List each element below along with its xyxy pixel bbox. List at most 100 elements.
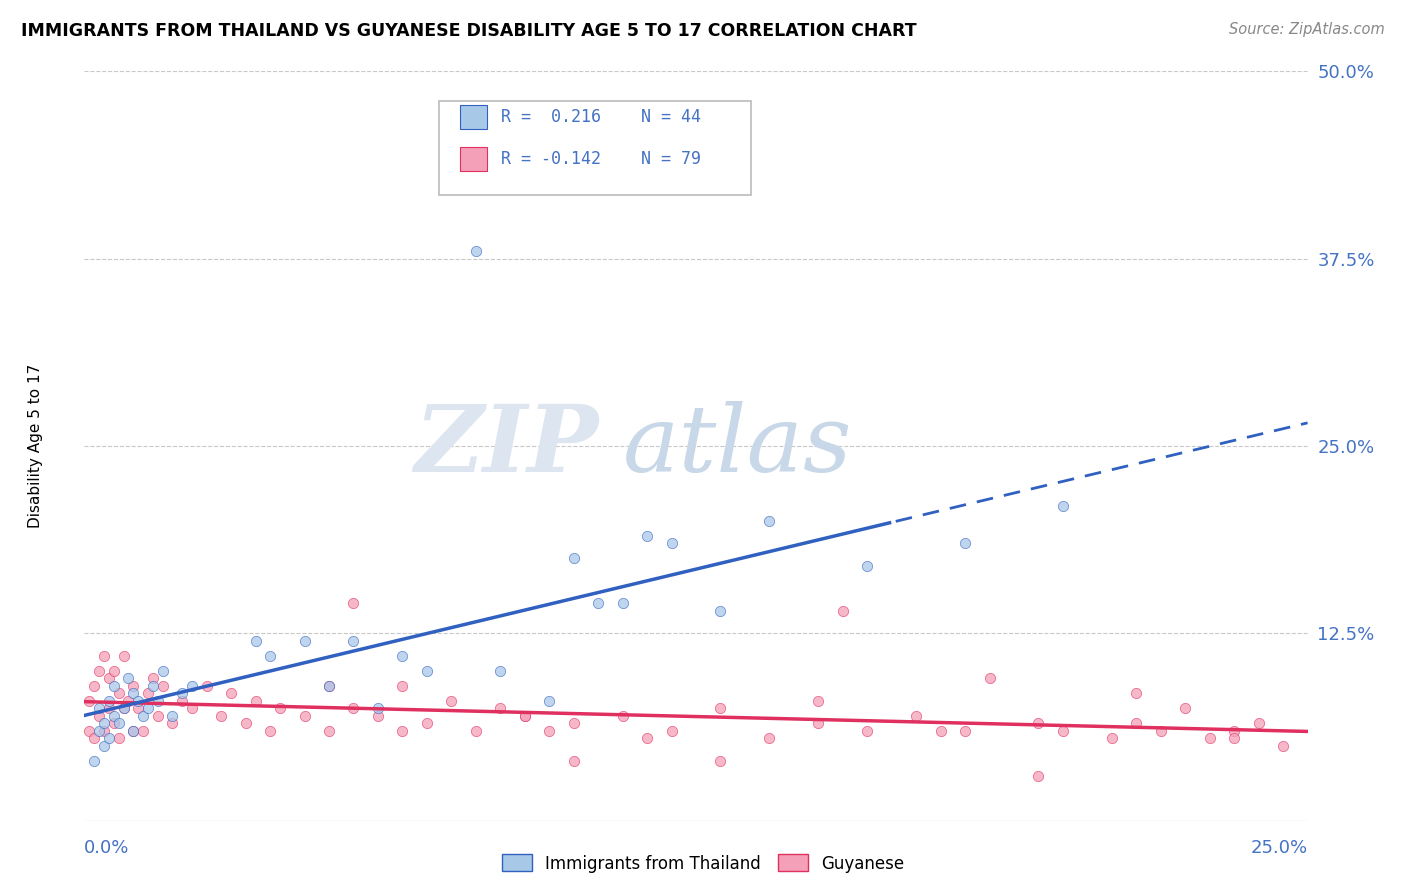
Point — [661, 723, 683, 738]
Text: 25.0%: 25.0% — [1250, 839, 1308, 857]
Point — [709, 754, 731, 768]
Point — [97, 731, 120, 746]
Point — [538, 723, 561, 738]
Point — [142, 679, 165, 693]
Point — [318, 723, 340, 738]
Point — [391, 648, 413, 663]
Point — [636, 731, 658, 746]
Point — [77, 723, 100, 738]
Point — [586, 596, 609, 610]
Point — [77, 694, 100, 708]
Point — [122, 723, 145, 738]
Point — [97, 671, 120, 685]
Point — [612, 708, 634, 723]
Point — [979, 671, 1001, 685]
Point — [1223, 731, 1246, 746]
Point — [612, 596, 634, 610]
Point — [294, 633, 316, 648]
Point — [146, 694, 169, 708]
Point — [93, 648, 115, 663]
Point — [1052, 723, 1074, 738]
Point — [87, 701, 110, 715]
Point — [97, 701, 120, 715]
Point — [1028, 769, 1050, 783]
Point — [162, 708, 184, 723]
Legend: Immigrants from Thailand, Guyanese: Immigrants from Thailand, Guyanese — [495, 847, 911, 880]
FancyBboxPatch shape — [439, 102, 751, 195]
Point — [132, 723, 155, 738]
Point — [807, 694, 830, 708]
Point — [1101, 731, 1123, 746]
Point — [318, 679, 340, 693]
Point — [513, 708, 536, 723]
Point — [122, 723, 145, 738]
Point — [127, 701, 149, 715]
Point — [1052, 499, 1074, 513]
Point — [856, 558, 879, 573]
Point — [269, 701, 291, 715]
Text: 0.0%: 0.0% — [84, 839, 129, 857]
Point — [103, 708, 125, 723]
Point — [856, 723, 879, 738]
Point — [152, 664, 174, 678]
Point — [489, 701, 512, 715]
Point — [661, 536, 683, 550]
Text: Disability Age 5 to 17: Disability Age 5 to 17 — [28, 364, 44, 528]
Text: Source: ZipAtlas.com: Source: ZipAtlas.com — [1229, 22, 1385, 37]
Point — [172, 686, 194, 700]
Point — [107, 731, 129, 746]
Point — [117, 671, 139, 685]
Point — [107, 686, 129, 700]
Point — [112, 701, 135, 715]
Point — [245, 694, 267, 708]
Point — [562, 551, 585, 566]
Point — [953, 536, 976, 550]
Point — [132, 708, 155, 723]
Point — [97, 694, 120, 708]
Point — [758, 731, 780, 746]
Point — [538, 694, 561, 708]
Point — [107, 716, 129, 731]
Point — [1125, 686, 1147, 700]
Point — [83, 679, 105, 693]
Point — [1223, 723, 1246, 738]
Point — [929, 723, 952, 738]
Point — [209, 708, 232, 723]
Point — [127, 694, 149, 708]
Point — [562, 754, 585, 768]
Point — [513, 708, 536, 723]
Point — [259, 723, 281, 738]
Point — [152, 679, 174, 693]
Point — [342, 596, 364, 610]
Point — [1272, 739, 1295, 753]
Point — [142, 671, 165, 685]
Point — [1028, 716, 1050, 731]
Point — [259, 648, 281, 663]
Point — [181, 701, 204, 715]
Point — [905, 708, 928, 723]
Point — [636, 529, 658, 543]
Point — [93, 723, 115, 738]
Point — [1150, 723, 1173, 738]
Point — [136, 686, 159, 700]
Point — [440, 694, 463, 708]
Point — [391, 723, 413, 738]
Point — [416, 664, 439, 678]
Point — [219, 686, 242, 700]
Point — [136, 701, 159, 715]
Point — [87, 723, 110, 738]
Point — [342, 701, 364, 715]
Point — [1247, 716, 1270, 731]
Point — [831, 604, 853, 618]
Point — [112, 648, 135, 663]
Text: R =  0.216    N = 44: R = 0.216 N = 44 — [502, 108, 702, 126]
Text: R = -0.142    N = 79: R = -0.142 N = 79 — [502, 150, 702, 168]
Point — [1198, 731, 1220, 746]
Point — [181, 679, 204, 693]
Point — [83, 731, 105, 746]
Bar — [460, 105, 486, 129]
Point — [709, 604, 731, 618]
Point — [112, 701, 135, 715]
Point — [758, 514, 780, 528]
Point — [294, 708, 316, 723]
